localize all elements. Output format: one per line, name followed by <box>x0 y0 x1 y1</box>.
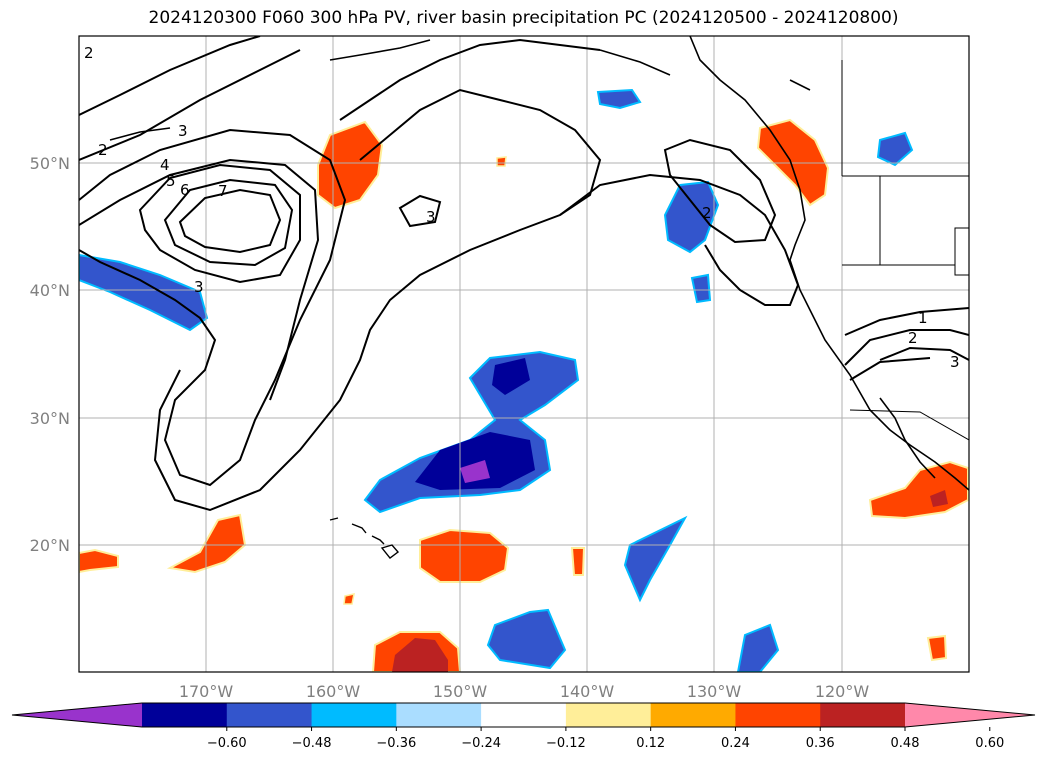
precip-blob-small-negative-2 <box>690 273 712 304</box>
lon-label: 170°W <box>179 682 234 701</box>
colorbar-box <box>650 703 736 727</box>
hawaii-islands <box>329 517 400 559</box>
precip-blobs <box>79 88 969 672</box>
colorbar-box <box>396 703 482 727</box>
colorbar-box <box>142 703 228 727</box>
contour-label: 3 <box>194 278 204 296</box>
contour-label: 2 <box>908 329 918 347</box>
lon-label: 150°W <box>433 682 488 701</box>
precip-blob-west-edge-positive <box>79 548 119 574</box>
longitude-labels: 170°W 160°W 150°W 140°W 130°W 120°W <box>179 682 870 701</box>
precip-blob-west-negative <box>79 253 209 332</box>
contour-label: 3 <box>178 122 188 140</box>
lat-label: 30°N <box>30 409 70 428</box>
contour-label: 2 <box>98 141 108 159</box>
precip-blob-hawaii-positive <box>419 528 510 583</box>
colorbar-tick-label: −0.12 <box>546 736 586 751</box>
contour-label: 7 <box>218 182 228 200</box>
precip-blob-sw-positive <box>166 513 247 574</box>
contour-label: 2 <box>84 44 94 62</box>
political-borders <box>841 60 969 441</box>
colorbar-box <box>481 703 567 727</box>
pv-contour-labels: 2 3 4 5 6 7 3 2 3 2 1 2 3 <box>84 44 960 371</box>
precip-blob-south-negative-1 <box>486 608 567 670</box>
colorbar-box <box>820 703 906 727</box>
contour-label: 1 <box>918 309 928 327</box>
precip-blob-small-positive-2 <box>926 634 948 662</box>
contour-label: 3 <box>950 353 960 371</box>
precip-blob-small-negative-1 <box>596 88 642 110</box>
precip-blob-south-negative-2 <box>736 623 780 672</box>
colorbar-tick-label: −0.60 <box>207 736 247 751</box>
map-title: 2024120300 F060 300 hPa PV, river basin … <box>148 8 899 28</box>
colorbar-box <box>565 703 652 727</box>
latitude-labels: 50°N 40°N 30°N 20°N <box>30 154 70 555</box>
precip-blob-north-positive <box>317 120 384 210</box>
lon-label: 130°W <box>687 682 742 701</box>
colorbar-box <box>311 703 397 727</box>
gridlines <box>79 36 969 672</box>
contour-label: 2 <box>702 204 712 222</box>
colorbar-tick-label: 0.36 <box>806 736 835 751</box>
precip-blob-central-core <box>492 358 530 395</box>
lon-label: 160°W <box>306 682 361 701</box>
lon-label: 140°W <box>560 682 615 701</box>
lat-label: 40°N <box>30 281 70 300</box>
map-frame <box>78 35 970 673</box>
contour-label: 6 <box>180 181 190 199</box>
colorbar-tick-label: 0.12 <box>636 736 665 751</box>
precip-blob-small-positive-3 <box>343 593 355 605</box>
contour-label: 4 <box>160 156 170 174</box>
colorbar-tick-label: −0.24 <box>461 736 501 751</box>
contour-label: 5 <box>166 172 176 190</box>
precip-blob-canada-negative <box>876 131 914 167</box>
precip-blob-mexico-core <box>930 490 948 507</box>
colorbar-tick-label: 0.60 <box>975 736 1004 751</box>
contour-label: 3 <box>426 208 436 226</box>
colorbar-box <box>735 703 821 727</box>
colorbar-tick-label: −0.48 <box>292 736 332 751</box>
colorbar-outline <box>11 702 1036 728</box>
lon-label: 120°W <box>815 682 870 701</box>
colorbar-tick-label: 0.48 <box>891 736 920 751</box>
lat-label: 20°N <box>30 536 70 555</box>
colorbar-extend-low <box>12 703 142 727</box>
map-area: 2 3 4 5 6 7 3 2 3 2 1 2 3 <box>79 36 969 672</box>
pv-contours <box>79 36 969 512</box>
colorbar-box <box>226 703 313 727</box>
precip-blob-central-core-2 <box>415 432 535 490</box>
colorbar-tick-label: 0.24 <box>721 736 750 751</box>
precip-blob-mexico-positive <box>868 460 969 520</box>
colorbar-tick-label: −0.36 <box>376 736 416 751</box>
colorbar: −0.60 −0.48 −0.36 −0.24 −0.12 0.12 0.24 0.36 0.4… <box>11 702 1036 751</box>
precip-blob-east-pac-negative <box>663 180 720 254</box>
precip-blob-south-positive-core <box>392 638 448 672</box>
precip-blob-central-purple <box>460 460 490 483</box>
colorbar-extend-high <box>905 703 1035 727</box>
lat-label: 50°N <box>30 154 70 173</box>
precip-blob-diagonal-negative <box>623 515 688 603</box>
precip-blob-small-positive-1 <box>570 547 586 576</box>
precip-blob-small-positive-4 <box>496 156 507 167</box>
